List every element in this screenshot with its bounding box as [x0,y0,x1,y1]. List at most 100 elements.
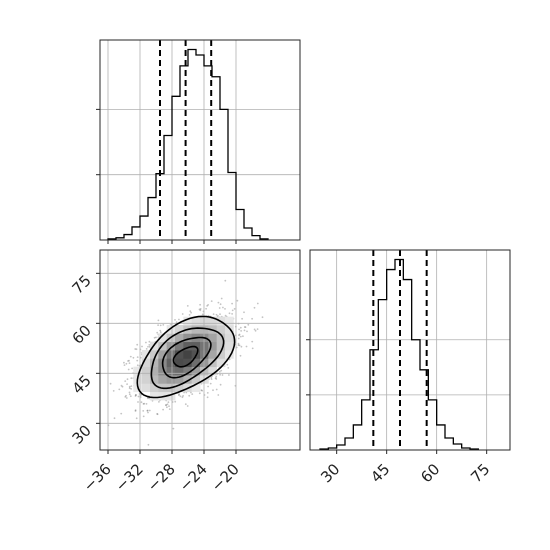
scatter-point [237,342,240,345]
scatter-point [143,402,146,405]
scatter-point [145,403,148,405]
scatter-point [167,401,170,404]
scatter-point [205,307,208,310]
top-left-histogram-panel [96,39,301,244]
x-tick-label: 75 [467,460,493,486]
scatter-point [239,335,242,338]
scatter-point [134,394,137,396]
scatter-point [130,385,133,387]
scatter-point [206,305,209,307]
scatter-point [112,390,115,392]
scatter-point [220,369,223,372]
scatter-point [142,403,145,405]
scatter-point [136,343,139,346]
density-cell [191,341,201,351]
bottom-right-quantile-lines [372,250,428,450]
scatter-point [243,329,246,332]
density-cell [183,375,193,384]
density-cell [208,366,218,376]
scatter-point [206,396,209,399]
density-cell [166,325,176,334]
density-cell [166,341,176,351]
scatter-point [157,319,160,322]
scatter-point [238,328,241,331]
scatter-point [238,344,241,347]
scatter-point [125,362,128,365]
x-tick-label: 45 [367,460,393,486]
density-cell [150,383,159,393]
scatter-point [162,408,165,411]
scatter-point [109,382,112,385]
density-cell [225,333,234,343]
scatter-point [215,313,218,316]
density-cell [175,375,184,384]
scatter-point [130,388,133,390]
scatter-point [124,396,127,398]
scatter-point [146,409,149,412]
scatter-point [217,301,220,304]
scatter-point [126,383,128,385]
scatter-point [142,410,145,412]
scatter-point [240,345,243,348]
scatter-point [207,385,210,388]
scatter-point [251,347,254,350]
scatter-point [224,279,227,282]
scatter-point [227,367,230,369]
density-cell [175,366,184,376]
density-cell [166,366,176,376]
scatter-point [137,401,139,403]
density-cell [183,350,193,359]
scatter-point [129,395,132,398]
scatter-point [243,311,245,314]
scatter-point [118,388,121,391]
scatter-point [237,337,240,340]
scatter-point [237,344,240,347]
scatter-point [200,389,203,391]
density-cell [158,333,168,343]
scatter-point [147,411,149,414]
x-tick-label: −20 [208,460,243,495]
density-cell [191,325,201,334]
scatter-point [199,309,202,312]
scatter-point [186,305,189,307]
scatter-point [145,348,148,350]
x-tick-label: −28 [144,460,179,495]
scatter-point [241,317,244,320]
bottom-left-2d-panel: −36−32−28−24−20 30 45 60 75 [69,249,301,495]
contour-line [150,327,225,390]
x-tick-label: −36 [80,460,115,495]
scatter-point [253,328,256,331]
top-left-frame [99,39,301,241]
x-tick-label: 60 [417,460,443,486]
scatter-point [201,313,204,316]
scatter-point [179,395,182,398]
scatter-point [220,297,223,300]
density-cell [183,366,193,376]
density-cells [133,316,234,401]
scatter-point [123,364,126,366]
y-tick-label: 75 [69,271,95,297]
density-cell [175,333,184,343]
scatter-point [224,308,226,310]
scatter-point [127,360,129,362]
x-tick-label: −32 [112,460,147,495]
scatter-point [218,370,221,373]
scatter-point [134,348,137,350]
scatter-point [113,417,116,420]
scatter-point [125,394,127,397]
scatter-point [166,403,169,406]
density-cell [141,383,151,393]
bottom-right-frame [309,249,511,451]
scatter-point [181,313,184,315]
density-cell [175,383,184,393]
scatter-point [239,326,242,329]
density-cell [225,350,234,359]
scatter-point [156,331,159,334]
scatter-point [178,394,180,397]
top-left-histogram-steps [107,48,269,240]
bottom-right-histogram-panel: 30 45 60 75 [306,249,511,486]
density-cell [158,350,168,359]
scatter-point [217,315,219,317]
bottom-right-grid [310,250,510,450]
scatter-point [128,387,131,390]
